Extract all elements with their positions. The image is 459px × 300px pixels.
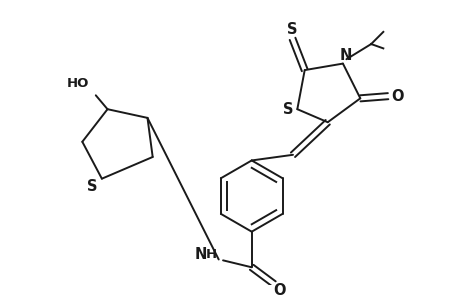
Text: S: S [287,22,297,37]
Text: O: O [391,89,403,104]
Text: HO: HO [67,76,90,90]
Text: H: H [205,248,216,261]
Text: N: N [339,48,351,63]
Text: O: O [272,283,285,298]
Text: S: S [282,102,292,117]
Text: N: N [194,247,206,262]
Text: S: S [87,179,97,194]
